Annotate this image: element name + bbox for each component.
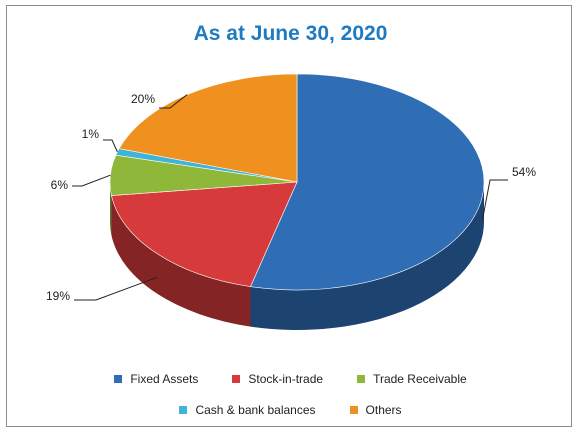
legend-label: Stock-in-trade (248, 372, 324, 386)
legend-item: Others (349, 403, 402, 417)
legend-item: Trade Receivable (357, 372, 467, 386)
legend-label: Others (365, 403, 402, 417)
legend-item: Stock-in-trade (232, 372, 323, 386)
leader-line-1 (74, 276, 157, 301)
pie-slice-0 (250, 73, 485, 291)
data-label-4: 20% (131, 92, 155, 106)
data-label-1: 19% (46, 289, 70, 303)
leader-line-0 (482, 179, 508, 220)
legend-label: Cash & bank balances (195, 403, 316, 417)
legend-item: Cash & bank balances (179, 403, 316, 417)
legend-swatch (232, 375, 241, 383)
chart-title: As at June 30, 2020 (193, 22, 388, 45)
pie-slice-4 (118, 73, 298, 183)
pie-side-2 (110, 182, 112, 236)
pie-slice-1 (111, 181, 298, 287)
legend-swatch (179, 406, 188, 414)
data-label-2: 6% (51, 178, 69, 192)
legend-label: Fixed Assets (130, 372, 199, 386)
legend-row-1: Fixed Assets Stock-in-trade Trade Receivab… (0, 372, 581, 386)
leader-line-2 (72, 174, 111, 187)
legend-item: Fixed Assets (114, 372, 198, 386)
legend-swatch (357, 375, 366, 383)
legend-swatch (349, 406, 358, 414)
data-label-0: 54% (512, 165, 536, 179)
pie-side-0 (250, 182, 484, 331)
data-label-3: 1% (82, 127, 100, 141)
legend-row-2: Cash & bank balances Others (0, 403, 581, 417)
pie-side-1 (111, 195, 251, 327)
legend-label: Trade Receivable (373, 372, 467, 386)
leader-line-4 (159, 94, 188, 109)
legend-swatch (114, 375, 123, 383)
leader-line-3 (103, 139, 118, 153)
